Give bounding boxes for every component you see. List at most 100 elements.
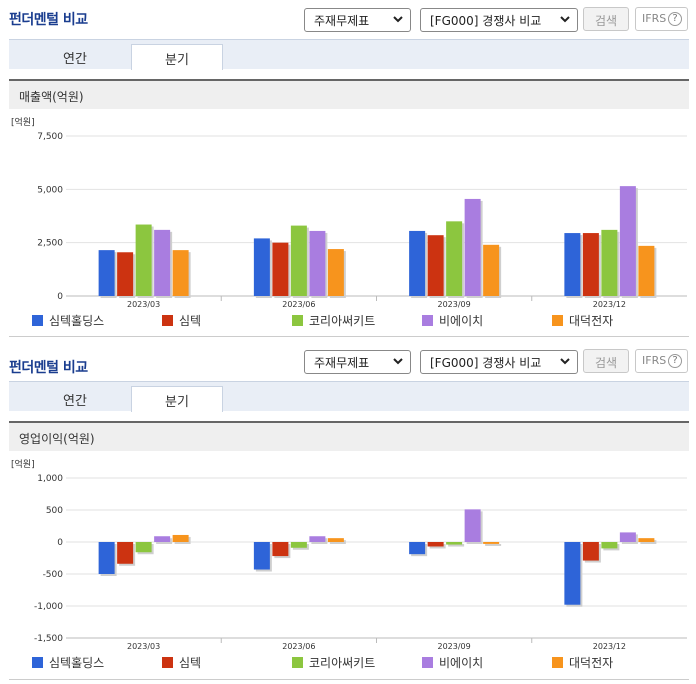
x-tick-label: 2023/06 — [282, 300, 315, 309]
fundamental-section-2: 펀더멘털 비교 주재무제표 [FG000] 경쟁사 비교 검색 IFRS ? 연… — [0, 342, 696, 684]
operating-profit-chart: [억원] -1,500 -1,000 -500 0 500 1,000 2023/03 2023… — [11, 458, 687, 670]
x-tick-label: 2023/12 — [593, 300, 626, 309]
compare-value: [FG000] 경쟁사 비교 — [430, 356, 542, 370]
chevron-down-icon — [393, 358, 403, 365]
bar — [464, 509, 481, 542]
legend-label: 비에이치 — [439, 656, 483, 670]
bar — [427, 235, 444, 296]
bar — [154, 536, 171, 542]
statement-type-select[interactable]: 주재무제표 — [304, 350, 411, 374]
bar — [98, 542, 115, 574]
legend-label: 코리아써키트 — [309, 314, 375, 328]
bar — [272, 242, 289, 296]
section-header: 펀더멘털 비교 주재무제표 [FG000] 경쟁사 비교 검색 IFRS ? — [0, 342, 696, 376]
y-tick-label: -1,500 — [34, 634, 63, 644]
search-button[interactable]: 검색 — [583, 7, 629, 31]
bar — [483, 542, 500, 544]
bar — [409, 542, 426, 555]
bar — [327, 538, 344, 542]
bar — [117, 252, 134, 296]
compare-select[interactable]: [FG000] 경쟁사 비교 — [420, 8, 578, 32]
bar — [253, 238, 270, 296]
bar-shadow — [448, 544, 465, 547]
x-tick-label: 2023/03 — [127, 642, 160, 651]
bar — [564, 542, 581, 605]
bar — [564, 233, 581, 296]
bar — [154, 229, 171, 296]
bar — [446, 542, 463, 545]
bar — [309, 230, 326, 296]
section-title: 펀더멘털 비교 — [9, 12, 88, 28]
bar — [327, 249, 344, 296]
bar — [446, 221, 463, 296]
bar — [135, 542, 152, 553]
metric-label: 영업이익(억원) — [9, 421, 689, 451]
divider — [9, 336, 689, 337]
chevron-down-icon — [560, 358, 570, 365]
bar-shadow — [640, 540, 657, 544]
legend-swatch — [162, 315, 173, 326]
bar — [290, 542, 307, 548]
ifrs-label: IFRS — [642, 354, 667, 367]
unit-label: [억원] — [11, 116, 35, 128]
tab-annual[interactable]: 연간 — [63, 52, 87, 67]
ifrs-label: IFRS — [642, 12, 667, 25]
legend-swatch — [292, 315, 303, 326]
unit-label: [억원] — [11, 458, 35, 470]
bar — [619, 532, 636, 542]
x-tick-label: 2023/09 — [438, 642, 471, 651]
bar — [135, 224, 152, 296]
metric-label: 매출액(억원) — [9, 79, 689, 109]
bar — [253, 542, 270, 570]
legend-swatch — [292, 657, 303, 668]
bar — [117, 542, 134, 564]
statement-type-value: 주재무제표 — [314, 356, 370, 370]
bar — [98, 250, 115, 296]
chevron-down-icon — [393, 16, 403, 23]
help-icon: ? — [668, 354, 682, 368]
legend-swatch — [162, 657, 173, 668]
tab-quarterly[interactable]: 분기 — [131, 44, 223, 70]
y-tick-label: 0 — [57, 292, 63, 302]
bar — [483, 244, 500, 296]
ifrs-help-button[interactable]: IFRS ? — [635, 349, 688, 373]
revenue-chart-container: [억원] 0 2,500 5,000 7,500 2023/03 2023/06 2023/0… — [9, 110, 689, 336]
legend-swatch — [422, 657, 433, 668]
tab-annual[interactable]: 연간 — [63, 394, 87, 409]
revenue-chart: [억원] 0 2,500 5,000 7,500 2023/03 2023/06 2023/0… — [11, 116, 687, 328]
bar — [601, 229, 618, 296]
search-button-label: 검색 — [594, 14, 618, 28]
search-button[interactable]: 검색 — [583, 349, 629, 373]
y-tick-label: -1,000 — [34, 602, 63, 612]
section-title: 펀더멘털 비교 — [9, 360, 88, 376]
bar — [290, 225, 307, 296]
bar — [638, 538, 655, 542]
bar — [172, 534, 189, 542]
x-tick-label: 2023/06 — [282, 642, 315, 651]
statement-type-value: 주재무제표 — [314, 14, 370, 28]
y-tick-label: -500 — [43, 570, 64, 580]
ifrs-help-button[interactable]: IFRS ? — [635, 7, 688, 31]
bar — [172, 250, 189, 296]
bar — [638, 245, 655, 296]
period-tabs: 연간 분기 — [9, 381, 689, 412]
legend-label: 심텍홀딩스 — [49, 314, 104, 328]
legend-label: 대덕전자 — [569, 314, 613, 328]
help-icon: ? — [668, 12, 682, 26]
statement-type-select[interactable]: 주재무제표 — [304, 8, 411, 32]
x-tick-label: 2023/03 — [127, 300, 160, 309]
compare-value: [FG000] 경쟁사 비교 — [430, 14, 542, 28]
bar — [582, 542, 599, 561]
y-tick-label: 5,000 — [37, 185, 63, 195]
legend-label: 비에이치 — [439, 314, 483, 328]
bar — [427, 542, 444, 547]
legend-label: 코리아써키트 — [309, 656, 375, 670]
x-tick-label: 2023/12 — [593, 642, 626, 651]
bar — [309, 536, 326, 542]
y-tick-label: 0 — [57, 538, 63, 548]
legend-label: 대덕전자 — [569, 656, 613, 670]
fundamental-section-1: 펀더멘털 비교 주재무제표 [FG000] 경쟁사 비교 검색 IFRS ? 연… — [0, 0, 696, 340]
y-tick-label: 500 — [46, 506, 63, 516]
tab-quarterly[interactable]: 분기 — [131, 386, 223, 412]
compare-select[interactable]: [FG000] 경쟁사 비교 — [420, 350, 578, 374]
